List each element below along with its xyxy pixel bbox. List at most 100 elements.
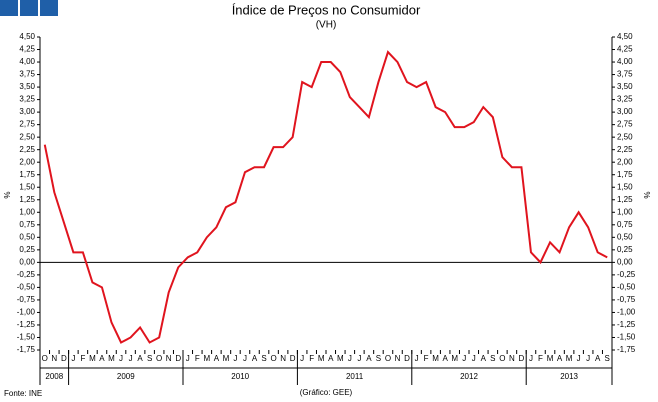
y2-axis-label: % [643, 191, 652, 198]
y2-tick-label: 2,00 [617, 157, 633, 166]
y-tick-label: 3,75 [19, 70, 35, 79]
logo-square [0, 0, 18, 16]
x-tick-label: A [137, 354, 143, 363]
x-tick-label: N [280, 354, 286, 363]
y-tick-label: -1,50 [17, 333, 36, 342]
y-tick-label: -0,25 [17, 270, 36, 279]
y-tick-label: -1,75 [17, 345, 36, 354]
y-tick-label: 2,75 [19, 120, 35, 129]
x-tick-label: J [233, 354, 237, 363]
y-tick-label: 3,50 [19, 82, 35, 91]
x-tick-label: M [89, 354, 96, 363]
x-tick-label: J [348, 354, 352, 363]
x-tick-label: S [376, 354, 381, 363]
y2-tick-label: 2,25 [617, 145, 633, 154]
y2-tick-label: 3,25 [617, 95, 633, 104]
x-tick-label: F [424, 354, 429, 363]
x-tick-label: N [51, 354, 57, 363]
y-tick-label: -0,75 [17, 295, 36, 304]
y2-tick-label: -0,25 [617, 270, 636, 279]
x-tick-label: D [404, 354, 410, 363]
x-tick-label: J [300, 354, 304, 363]
x-tick-label: O [156, 354, 162, 363]
y-tick-label: 0,75 [19, 220, 35, 229]
x-tick-label: J [472, 354, 476, 363]
x-tick-label: F [538, 354, 543, 363]
x-tick-label: J [577, 354, 581, 363]
y-tick-label: -0,50 [17, 283, 36, 292]
y2-tick-label: 0,50 [617, 232, 633, 241]
x-tick-label: M [337, 354, 344, 363]
x-tick-label: J [186, 354, 190, 363]
x-tick-label: A [328, 354, 334, 363]
y-tick-label: 3,00 [19, 107, 35, 116]
y2-tick-label: 2,50 [617, 132, 633, 141]
y-tick-label: -1,00 [17, 308, 36, 317]
x-tick-label: N [509, 354, 515, 363]
y-tick-label: 1,25 [19, 195, 35, 204]
y-tick-label: 4,50 [19, 32, 35, 41]
x-tick-label: D [175, 354, 181, 363]
x-tick-label: O [42, 354, 48, 363]
year-label: 2012 [460, 372, 478, 381]
logo-square [40, 0, 58, 16]
x-tick-label: S [147, 354, 152, 363]
year-label: 2013 [560, 372, 578, 381]
logo-square [20, 0, 38, 16]
line-series [43, 50, 608, 344]
y-tick-label: 0,00 [19, 257, 35, 266]
x-tick-label: O [385, 354, 391, 363]
x-tick-label: N [395, 354, 401, 363]
x-tick-label: A [442, 354, 448, 363]
x-tick-label: M [432, 354, 439, 363]
x-tick-label: M [451, 354, 458, 363]
x-tick-label: J [357, 354, 361, 363]
x-tick-label: A [252, 354, 258, 363]
year-label: 2009 [117, 372, 135, 381]
x-tick-label: M [203, 354, 210, 363]
x-tick-label: M [318, 354, 325, 363]
y2-tick-label: -1,25 [617, 320, 636, 329]
x-tick-label: M [108, 354, 115, 363]
x-tick-label: J [529, 354, 533, 363]
x-tick-label: D [61, 354, 67, 363]
y2-tick-label: 1,50 [617, 182, 633, 191]
x-tick-label: N [166, 354, 172, 363]
x-tick-label: J [129, 354, 133, 363]
y-tick-label: 0,25 [19, 245, 35, 254]
credit: (Gráfico: GEE) [300, 388, 353, 397]
y2-tick-label: -1,00 [617, 308, 636, 317]
y2-tick-label: -0,75 [617, 295, 636, 304]
x-tick-label: S [605, 354, 610, 363]
x-tick-label: J [119, 354, 123, 363]
y-tick-label: 2,25 [19, 145, 35, 154]
y2-tick-label: 1,25 [617, 195, 633, 204]
y2-tick-label: 4,25 [617, 45, 633, 54]
year-label: 2010 [231, 372, 249, 381]
x-tick-label: J [462, 354, 466, 363]
x-tick-label: S [490, 354, 495, 363]
y-tick-label: 2,00 [19, 157, 35, 166]
y-tick-label: -1,25 [17, 320, 36, 329]
y2-tick-label: 0,00 [617, 257, 633, 266]
y-axis-label: % [3, 191, 12, 198]
y-tick-label: 3,25 [19, 95, 35, 104]
x-tick-label: A [366, 354, 372, 363]
y2-tick-label: 3,75 [617, 70, 633, 79]
x-tick-label: A [595, 354, 601, 363]
y2-tick-label: -0,50 [617, 283, 636, 292]
x-tick-label: J [415, 354, 419, 363]
y2-tick-label: 4,50 [617, 32, 633, 41]
x-tick-label: M [566, 354, 573, 363]
y2-tick-label: -1,50 [617, 333, 636, 342]
x-tick-label: M [547, 354, 554, 363]
y2-tick-label: 1,75 [617, 170, 633, 179]
year-label: 2008 [45, 372, 63, 381]
x-tick-label: J [243, 354, 247, 363]
y-tick-label: 2,50 [19, 132, 35, 141]
x-tick-label: F [195, 354, 200, 363]
x-tick-label: J [586, 354, 590, 363]
x-tick-label: F [80, 354, 85, 363]
year-label: 2011 [346, 372, 364, 381]
